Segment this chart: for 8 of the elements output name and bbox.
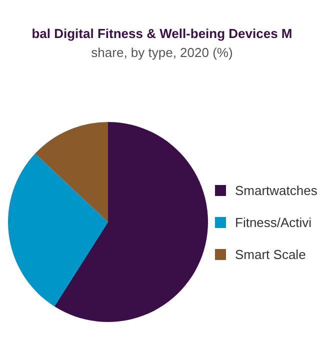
legend-label: Smart Scale (235, 247, 306, 262)
legend-label: Smartwatches (235, 183, 318, 198)
chart-subtitle: share, by type, 2020 (%) (91, 45, 233, 60)
chart-title: bal Digital Fitness & Well-being Devices M (32, 26, 292, 41)
pie-slice (8, 154, 108, 306)
pie-slice (54, 122, 208, 322)
legend-label: Fitness/Activi (235, 215, 312, 230)
pie-slice (35, 122, 108, 222)
